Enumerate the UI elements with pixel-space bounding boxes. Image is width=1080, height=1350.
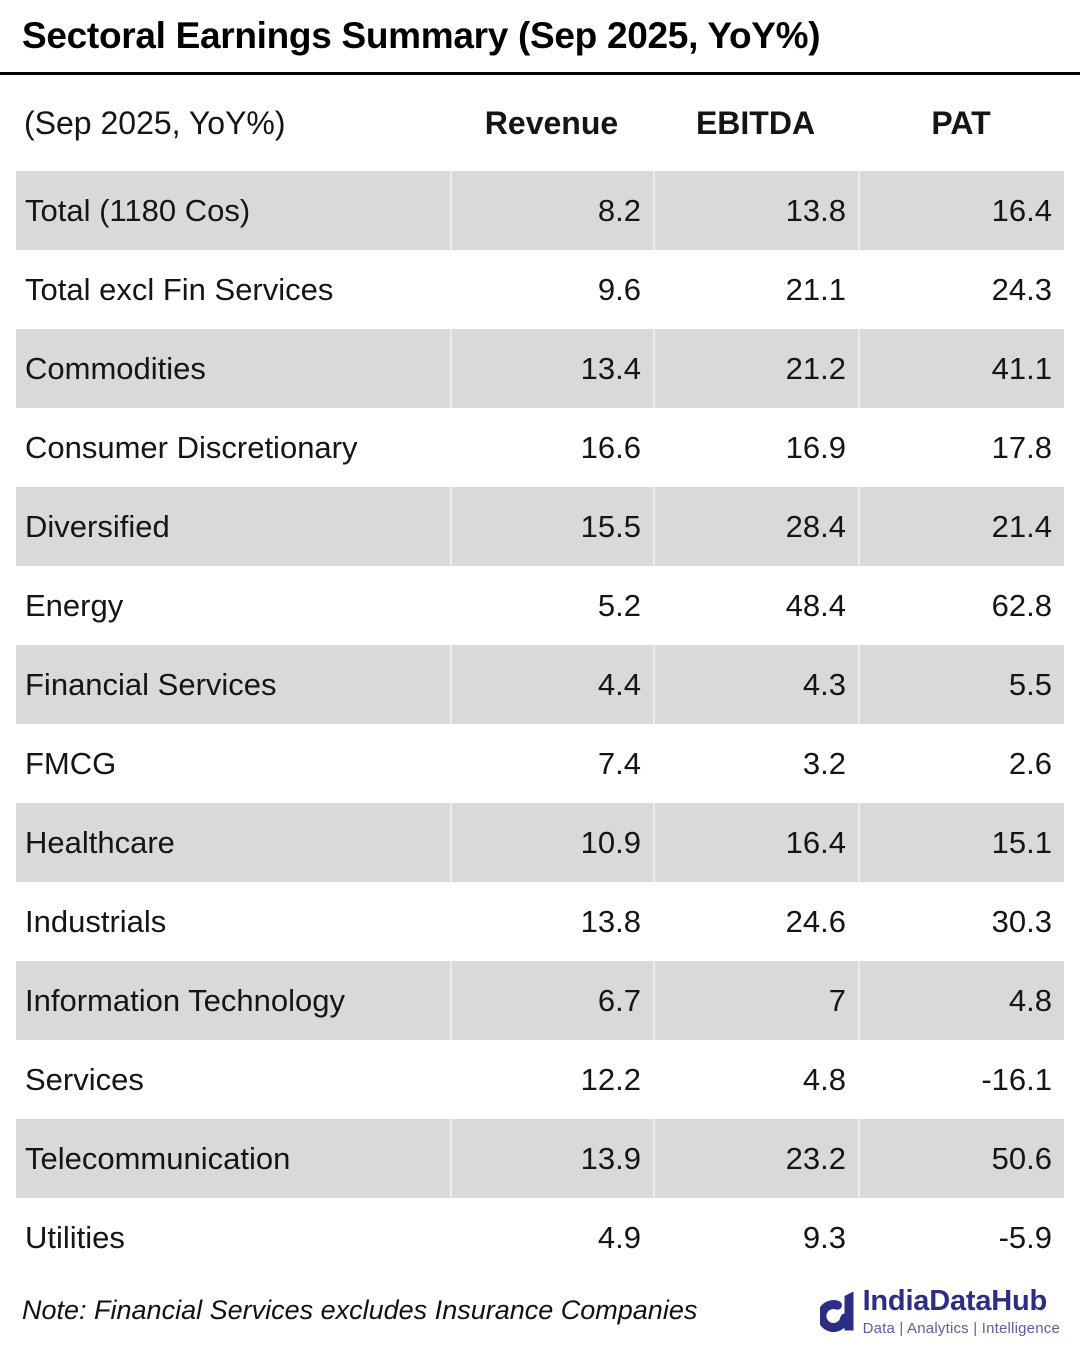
row-label: Diversified	[25, 509, 170, 544]
logo-text-block: IndiaDataHub Data | Analytics | Intellig…	[863, 1285, 1060, 1337]
logo-name: IndiaDataHub	[862, 1284, 1048, 1317]
row-value: 16.9	[653, 408, 858, 487]
row-label: Healthcare	[25, 825, 175, 860]
row-label: FMCG	[25, 746, 117, 781]
row-value: 28.4	[653, 487, 858, 566]
table-row: Industrials 13.8 24.6 30.3	[16, 882, 1064, 961]
row-value: 13.8	[653, 171, 858, 250]
table-row: FMCG 7.4 3.2 2.6	[16, 724, 1064, 803]
row-value: 13.8	[450, 882, 653, 961]
row-value: 15.1	[858, 803, 1064, 882]
row-value: 5.2	[450, 566, 653, 645]
row-label: Services	[25, 1062, 144, 1097]
table-row: Financial Services 4.4 4.3 5.5	[16, 645, 1064, 724]
logo-tagline: Data | Analytics | Intelligence	[862, 1319, 1060, 1337]
column-header-revenue: Revenue	[484, 104, 619, 141]
row-value: 41.1	[858, 329, 1064, 408]
page-title: Sectoral Earnings Summary (Sep 2025, YoY…	[22, 15, 821, 56]
row-label: Total (1180 Cos)	[25, 193, 251, 228]
row-label: Financial Services	[25, 667, 277, 702]
row-value: 12.2	[450, 1040, 653, 1119]
table-row: Energy 5.2 48.4 62.8	[16, 566, 1064, 645]
row-value: 13.9	[450, 1119, 653, 1198]
row-label: Telecommunication	[25, 1141, 291, 1176]
table-header-row: (Sep 2025, YoY%) Revenue EBITDA PAT	[16, 75, 1064, 171]
row-value: 24.6	[653, 882, 858, 961]
row-value: 62.8	[858, 566, 1064, 645]
row-value: 7	[653, 961, 858, 1040]
row-value: 16.4	[858, 171, 1064, 250]
row-value: 15.5	[450, 487, 653, 566]
row-value: 21.1	[653, 250, 858, 329]
row-label: Total excl Fin Services	[25, 272, 334, 307]
row-value: 24.3	[858, 250, 1064, 329]
table-row: Information Technology 6.7 7 4.8	[16, 961, 1064, 1040]
row-label: Energy	[25, 588, 124, 623]
table-row: Commodities 13.4 21.2 41.1	[16, 329, 1064, 408]
row-label: Information Technology	[25, 983, 345, 1018]
row-value: 50.6	[858, 1119, 1064, 1198]
table-row: Total (1180 Cos) 8.2 13.8 16.4	[16, 171, 1064, 250]
row-label: Commodities	[25, 351, 206, 386]
table-row: Telecommunication 13.9 23.2 50.6	[16, 1119, 1064, 1198]
footnote: Note: Financial Services excludes Insura…	[22, 1295, 698, 1325]
row-value: 4.8	[858, 961, 1064, 1040]
row-value: 30.3	[858, 882, 1064, 961]
row-label: Consumer Discretionary	[25, 430, 358, 465]
row-value: 2.6	[858, 724, 1064, 803]
column-header-pat: PAT	[931, 104, 991, 141]
table-row: Consumer Discretionary 16.6 16.9 17.8	[16, 408, 1064, 487]
row-value: -16.1	[858, 1040, 1064, 1119]
row-value: 9.6	[450, 250, 653, 329]
table-row: Diversified 15.5 28.4 21.4	[16, 487, 1064, 566]
row-value: 4.3	[653, 645, 858, 724]
table-row: Healthcare 10.9 16.4 15.1	[16, 803, 1064, 882]
row-value: 23.2	[653, 1119, 858, 1198]
table-row: Utilities 4.9 9.3 -5.9	[16, 1198, 1064, 1277]
indiadatahub-logo: IndiaDataHub Data | Analytics | Intellig…	[819, 1285, 1060, 1337]
row-value: 10.9	[450, 803, 653, 882]
row-value: 5.5	[858, 645, 1064, 724]
row-value: 21.4	[858, 487, 1064, 566]
row-value: -5.9	[858, 1198, 1064, 1277]
table-row: Total excl Fin Services 9.6 21.1 24.3	[16, 250, 1064, 329]
row-value: 8.2	[450, 171, 653, 250]
row-value: 48.4	[653, 566, 858, 645]
title-rule	[0, 72, 1080, 75]
row-value: 16.4	[653, 803, 858, 882]
table-body: Total (1180 Cos) 8.2 13.8 16.4 Total excl Fi…	[16, 171, 1064, 1277]
table-corner-label: (Sep 2025, YoY%)	[24, 104, 286, 141]
table-row: Services 12.2 4.8 -16.1	[16, 1040, 1064, 1119]
row-label: Industrials	[25, 904, 167, 939]
row-value: 21.2	[653, 329, 858, 408]
row-value: 9.3	[653, 1198, 858, 1277]
row-value: 7.4	[450, 724, 653, 803]
indiadatahub-d-icon	[819, 1291, 854, 1332]
column-header-ebitda: EBITDA	[695, 104, 816, 141]
row-value: 17.8	[858, 408, 1064, 487]
footer: Note: Financial Services excludes Insura…	[0, 1277, 1080, 1350]
row-value: 6.7	[450, 961, 653, 1040]
row-value: 4.9	[450, 1198, 653, 1277]
title-bar: Sectoral Earnings Summary (Sep 2025, YoY…	[0, 0, 1080, 72]
row-value: 13.4	[450, 329, 653, 408]
row-value: 4.8	[653, 1040, 858, 1119]
row-value: 16.6	[450, 408, 653, 487]
row-value: 3.2	[653, 724, 858, 803]
row-label: Utilities	[25, 1220, 125, 1255]
row-value: 4.4	[450, 645, 653, 724]
